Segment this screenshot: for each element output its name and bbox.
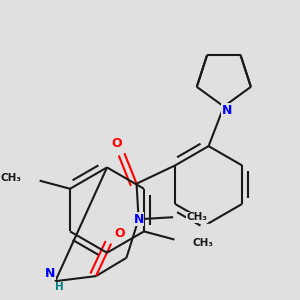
Text: CH₃: CH₃ (186, 212, 207, 222)
Text: N: N (134, 213, 144, 226)
Text: H: H (55, 282, 64, 292)
Text: O: O (114, 227, 124, 240)
Text: CH₃: CH₃ (193, 238, 214, 248)
Text: CH₃: CH₃ (0, 172, 21, 183)
Text: N: N (45, 267, 56, 280)
Text: N: N (222, 104, 232, 117)
Text: O: O (111, 136, 122, 150)
